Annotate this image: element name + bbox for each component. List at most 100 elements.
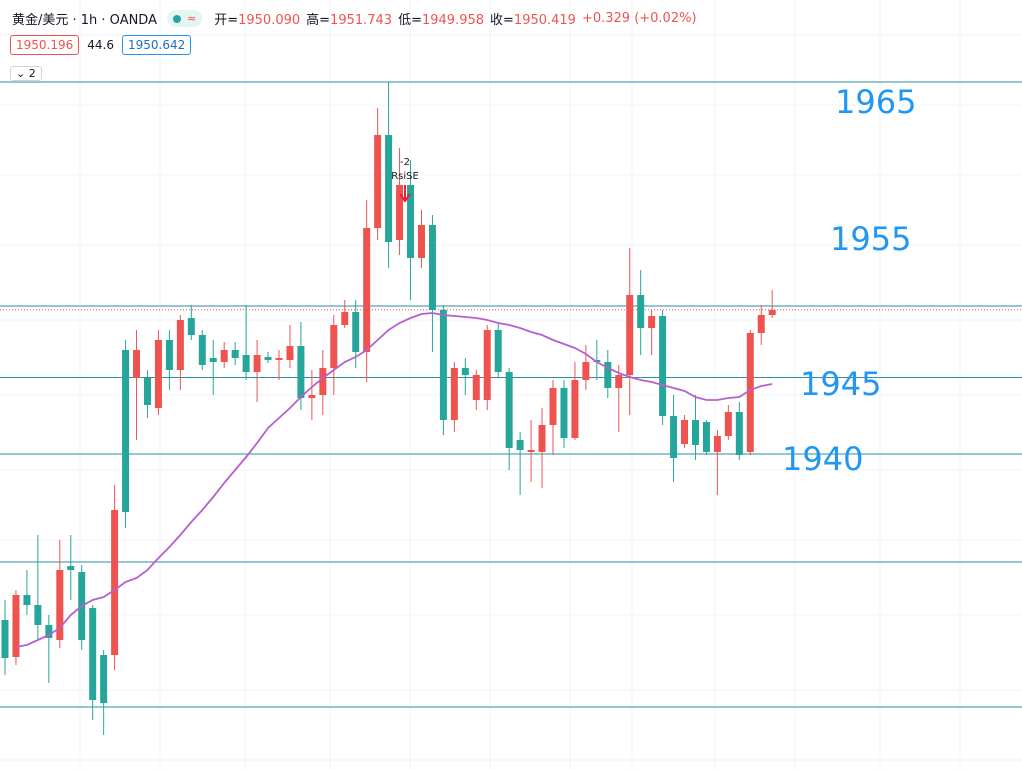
candle-body xyxy=(746,333,754,452)
change: +0.329 (+0.02%) xyxy=(581,11,697,26)
candle-body xyxy=(330,325,338,368)
candle-body xyxy=(571,380,579,438)
candle-body xyxy=(681,420,689,444)
candle-body xyxy=(757,315,765,333)
status-badge[interactable]: ≈ xyxy=(166,10,203,27)
candle-body xyxy=(626,295,634,375)
candle-body xyxy=(670,416,678,458)
candle-body xyxy=(385,135,393,242)
candle-body xyxy=(604,362,612,388)
ohlc-value: 1950.419 xyxy=(513,13,576,28)
candle-body xyxy=(176,320,184,370)
candle-body xyxy=(242,355,250,372)
signal-label: RsiSE xyxy=(391,171,419,182)
legend-value: 1950.642 xyxy=(121,35,192,55)
candle-body xyxy=(735,412,743,455)
candle-body xyxy=(12,595,20,657)
indicator-count: 2 xyxy=(28,67,36,80)
status-dot xyxy=(172,14,181,23)
candle-body xyxy=(56,570,64,640)
candle-body xyxy=(396,185,404,240)
candle-body xyxy=(209,358,217,362)
candle-body xyxy=(352,312,360,352)
annotation: 1945 xyxy=(800,365,881,403)
candle-body xyxy=(286,346,294,360)
candle-body xyxy=(768,310,776,315)
candle-body xyxy=(264,357,272,360)
candle-body xyxy=(407,185,415,258)
candle-body xyxy=(363,228,371,352)
candle-body xyxy=(637,295,645,328)
candle-body xyxy=(615,375,623,388)
candle-body xyxy=(89,608,97,700)
indicator-legend: 1950.196 44.6 1950.642 xyxy=(10,35,192,55)
candle-body xyxy=(23,595,31,605)
candle-body xyxy=(67,566,75,570)
ohlc-value: 1951.743 xyxy=(330,13,393,28)
symbol[interactable]: 黄金/美元 · 1h · OANDA xyxy=(12,13,157,28)
candle-body xyxy=(308,395,316,398)
candle-body xyxy=(111,510,119,655)
candle-body xyxy=(275,358,283,360)
legend-value: 1950.196 xyxy=(10,35,80,55)
ohlc-label: 开= xyxy=(214,13,239,28)
wave-icon: ≈ xyxy=(186,12,197,25)
candle-body xyxy=(702,422,710,452)
candle-body xyxy=(648,316,656,328)
candle-body xyxy=(341,312,349,325)
candle-body xyxy=(122,350,130,512)
signal-arrow xyxy=(399,185,411,203)
candle-body xyxy=(516,440,524,450)
candle-body xyxy=(549,388,557,425)
candle-body xyxy=(461,368,469,375)
candle-body xyxy=(439,310,447,420)
annotation: 1955 xyxy=(830,220,911,258)
ohlc-label: 高= xyxy=(306,13,331,28)
candle-body xyxy=(691,420,699,445)
candle-body xyxy=(319,368,327,395)
candle-body xyxy=(374,135,382,228)
candle-body xyxy=(450,368,458,420)
candle-body xyxy=(713,436,721,452)
candle-body xyxy=(505,372,513,448)
candle-body xyxy=(143,378,151,405)
indicator-toggle[interactable]: ⌄ 2 xyxy=(10,66,42,81)
candle-body xyxy=(472,375,480,400)
candle-body xyxy=(659,316,667,416)
candle-body xyxy=(560,388,568,438)
candle-body xyxy=(417,225,425,258)
candle-body xyxy=(724,412,732,436)
candle-body xyxy=(494,330,502,372)
candle-body xyxy=(133,350,141,378)
annotation: 1965 xyxy=(835,83,916,121)
candle-body xyxy=(253,355,261,372)
ohlc: 开=1950.090 高=1951.743 低=1949.958 收=1950.419 xyxy=(214,9,582,28)
candle-body xyxy=(165,340,173,370)
candle-body xyxy=(538,425,546,452)
candle-body xyxy=(34,605,42,625)
candle-body xyxy=(220,350,228,362)
candle-body xyxy=(198,335,206,365)
legend-value: 44.6 xyxy=(87,38,114,52)
candle-body xyxy=(297,346,305,398)
candle-body xyxy=(1,620,9,658)
ohlc-value: 1949.958 xyxy=(421,13,485,28)
header: 黄金/美元 · 1h · OANDA ≈ 开=1950.090 高=1951.74… xyxy=(12,9,697,28)
candle-body xyxy=(231,350,239,358)
annotation: 1940 xyxy=(782,440,863,478)
ohlc-value: 1950.090 xyxy=(238,13,301,28)
candle-body xyxy=(527,450,535,452)
moving-average xyxy=(15,312,773,648)
candle-body xyxy=(187,318,195,335)
candle-body xyxy=(582,362,590,380)
candle-body xyxy=(45,625,53,638)
candle-body xyxy=(100,655,108,703)
signal-count: -2 xyxy=(400,157,410,168)
candle-body xyxy=(428,225,436,310)
ohlc-label: 低= xyxy=(398,13,422,28)
candle-body xyxy=(483,330,491,400)
candle-body xyxy=(154,340,162,408)
ohlc-label: 收= xyxy=(490,13,514,28)
